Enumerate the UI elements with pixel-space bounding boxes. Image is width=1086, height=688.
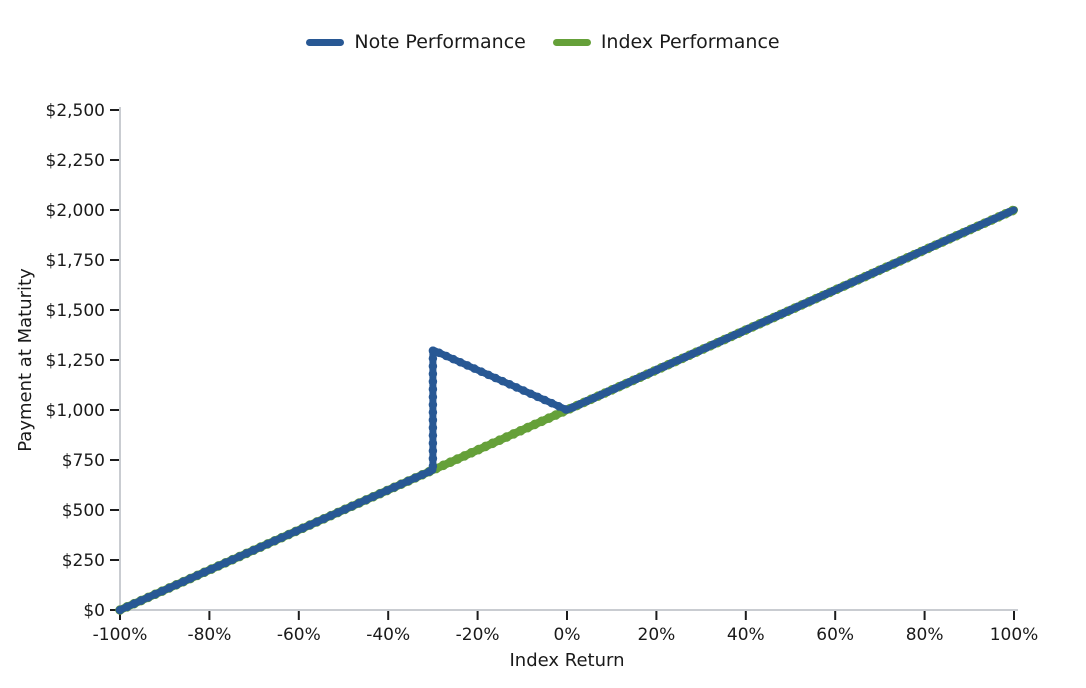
x-tick-label: 60%: [816, 625, 854, 645]
y-tick-label: $1,250: [46, 351, 105, 371]
x-tick-label: -40%: [366, 625, 410, 645]
y-tick-label: $0: [83, 601, 105, 621]
y-tick-label: $2,000: [46, 201, 105, 221]
x-tick-label: -100%: [93, 625, 148, 645]
y-axis-ticks: $0 $250 $500 $750 $1,000 $1,250 $1,500 $1,750 $2…: [46, 101, 119, 621]
y-tick-label: $2,500: [46, 101, 105, 121]
x-tick-label: 0%: [554, 625, 581, 645]
y-tick-label: $1,500: [46, 301, 105, 321]
x-tick-label: -20%: [456, 625, 500, 645]
x-tick-label: -60%: [277, 625, 321, 645]
y-tick-label: $1,000: [46, 401, 105, 421]
note-performance-line-markers: [115, 205, 1019, 615]
y-tick-label: $750: [62, 451, 105, 471]
x-axis-ticks: -100% -80% -60% -40% -20% 0% 20% 40% 60% 80% 100%: [93, 611, 1039, 645]
chart-legend: Note Performance Index Performance: [0, 31, 1086, 53]
x-tick-label: 40%: [727, 625, 765, 645]
y-tick-label: $500: [62, 501, 105, 521]
x-axis-title: Index Return: [509, 650, 624, 671]
y-axis-title: Payment at Maturity: [15, 268, 36, 452]
x-tick-label: -80%: [187, 625, 231, 645]
y-tick-label: $1,750: [46, 251, 105, 271]
x-tick-label: 80%: [906, 625, 944, 645]
legend-item-index-performance: Index Performance: [552, 31, 780, 53]
x-tick-label: 20%: [638, 625, 676, 645]
legend-swatch-index: [552, 38, 591, 46]
legend-label-index: Index Performance: [600, 31, 780, 53]
legend-swatch-note: [306, 38, 345, 46]
x-tick-label: 100%: [990, 625, 1039, 645]
y-tick-label: $2,250: [46, 151, 105, 171]
y-tick-label: $250: [62, 551, 105, 571]
legend-item-note-performance: Note Performance: [306, 31, 526, 53]
legend-label-note: Note Performance: [354, 31, 526, 53]
